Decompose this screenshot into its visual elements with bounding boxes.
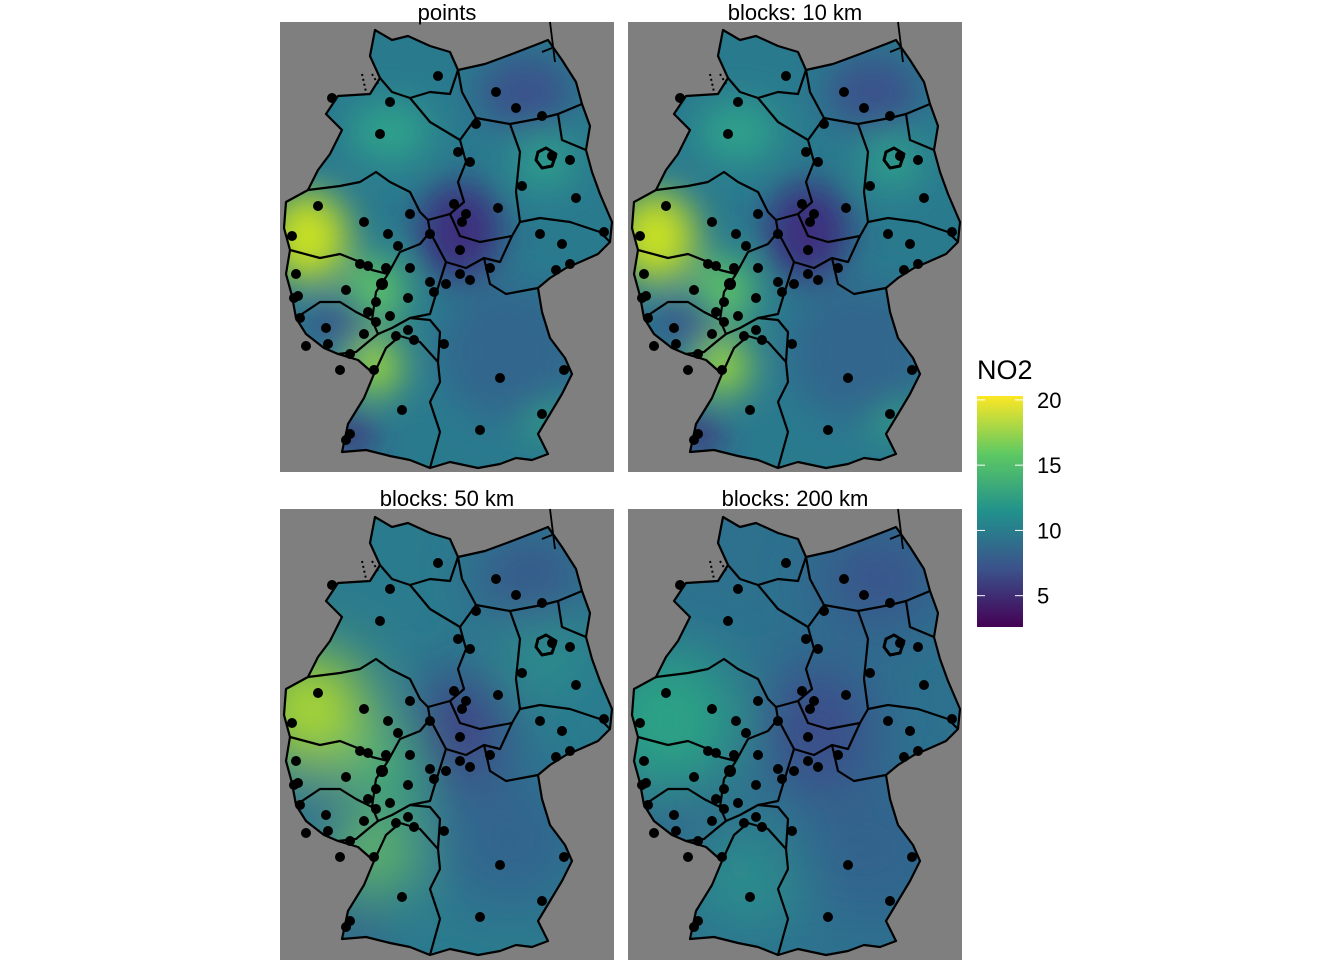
panel-title: blocks: 50 km	[380, 486, 515, 511]
panel-points: points	[268, 0, 614, 472]
legend-title: NO2	[977, 355, 1033, 385]
legend-tick-label: 15	[1037, 453, 1061, 478]
legend-tick-label: 20	[1037, 388, 1061, 413]
color-legend: NO2 20 15 10 5	[977, 355, 1061, 627]
legend-tick-label: 5	[1037, 584, 1049, 609]
legend-ticks: 20 15 10 5	[977, 388, 1061, 609]
panel-title: blocks: 10 km	[728, 0, 863, 25]
panel-title: blocks: 200 km	[722, 486, 869, 511]
panel-title: points	[418, 0, 477, 25]
panel-blocks-10km: blocks: 10 km	[616, 0, 962, 472]
panel-blocks-200km: blocks: 200 km	[598, 486, 962, 960]
legend-colorbar	[977, 396, 1023, 627]
panel-blocks-50km: blocks: 50 km	[255, 486, 614, 960]
legend-tick-label: 10	[1037, 518, 1061, 543]
